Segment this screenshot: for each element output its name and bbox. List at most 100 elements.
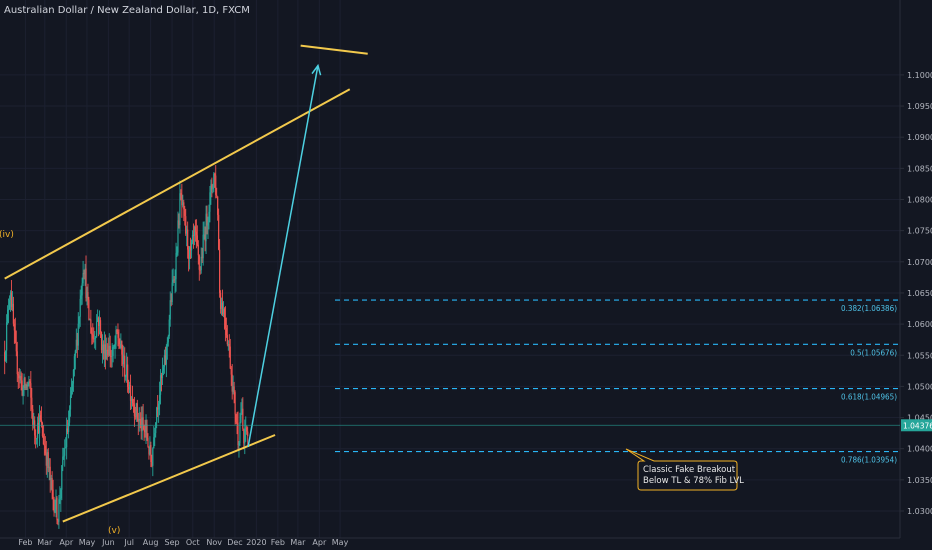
- candle-body: [69, 395, 72, 410]
- y-axis[interactable]: 1.03000 1.03500 1.04000 1.04500 1.05000 1.055…: [0, 0, 932, 538]
- candle-body: [209, 192, 211, 212]
- fib-level-label: 0.618(1.04965): [841, 393, 897, 402]
- candle-body: [17, 374, 19, 376]
- candle-body: [215, 175, 217, 195]
- candle-body: [26, 384, 28, 387]
- candle-body: [100, 332, 103, 351]
- candle-body: [167, 336, 169, 343]
- candle-body: [123, 355, 125, 365]
- y-tick-label: 1.03000: [907, 507, 932, 516]
- candle-body: [136, 403, 138, 419]
- x-tick-label: Oct: [186, 538, 200, 547]
- candle-body: [129, 385, 132, 401]
- candle-body: [170, 300, 172, 303]
- trendline-top-right-line[interactable]: [300, 44, 368, 55]
- candle-body: [134, 416, 136, 418]
- candle-body: [68, 409, 71, 423]
- candle-body: [220, 302, 223, 309]
- candle-body: [105, 349, 107, 360]
- x-tick-label: Mar: [290, 538, 306, 547]
- candle-body: [247, 431, 249, 437]
- candle-body: [189, 246, 192, 251]
- candle-body: [77, 323, 79, 346]
- candle-body: [29, 381, 31, 384]
- trendline-upper-channel[interactable]: [4, 88, 351, 280]
- candle-body: [98, 320, 101, 326]
- candle-body: [201, 256, 203, 259]
- candle-body: [30, 383, 32, 398]
- candle-body: [241, 408, 243, 415]
- candle-body: [83, 272, 85, 275]
- candle-body: [15, 342, 17, 352]
- candle-body: [194, 226, 197, 232]
- candle-body: [35, 435, 37, 439]
- candle-body: [218, 214, 220, 250]
- candle-body: [162, 367, 165, 371]
- candle-body: [85, 268, 87, 299]
- candle-body: [91, 333, 93, 335]
- candle-body: [222, 308, 225, 315]
- x-tick-label: Jul: [123, 538, 134, 547]
- candle-body: [146, 424, 148, 438]
- candle-body: [86, 292, 88, 299]
- candle-body: [135, 403, 137, 417]
- fib-level-label: 0.786(1.03954): [841, 456, 897, 465]
- candle-body: [23, 378, 25, 388]
- candle-body: [115, 329, 117, 345]
- candle-body: [19, 375, 21, 379]
- candle-body: [219, 292, 222, 309]
- candle-body: [208, 211, 210, 223]
- candle-body: [96, 321, 98, 337]
- candle-body: [234, 392, 236, 415]
- projection-arrow-shaft[interactable]: [247, 65, 319, 447]
- candle-body: [70, 390, 73, 396]
- y-tick-label: 1.08000: [907, 196, 932, 205]
- candle-body: [49, 466, 51, 480]
- candle-body: [204, 234, 206, 242]
- candle-body: [155, 422, 157, 434]
- candle-body: [93, 338, 95, 340]
- candle-body: [230, 368, 232, 375]
- candle-body: [11, 303, 14, 307]
- candle-body: [111, 355, 113, 357]
- candle-body: [59, 498, 61, 500]
- candle-body: [120, 341, 122, 348]
- candle-body: [61, 465, 63, 490]
- fib-retracement[interactable]: 0.382(1.06386) 0.5(1.05676) 0.618(1.04965)…: [335, 299, 898, 465]
- candle-body: [147, 437, 149, 447]
- candle-body: [231, 374, 233, 392]
- candle-body: [22, 387, 24, 396]
- projection-arrow[interactable]: [247, 63, 322, 447]
- trendlines-layer[interactable]: [4, 44, 368, 523]
- candle-body: [32, 409, 34, 425]
- candle-body: [206, 213, 208, 226]
- candle-body: [154, 433, 156, 438]
- candle-body: [130, 398, 133, 401]
- candle-body: [75, 339, 77, 351]
- trendline-lower-channel[interactable]: [62, 434, 276, 523]
- candle-body: [238, 443, 240, 446]
- candle-body: [14, 330, 16, 343]
- y-tick-label: 1.05500: [907, 351, 932, 360]
- candle-body: [13, 323, 15, 331]
- candle-body: [99, 320, 102, 333]
- candle-body: [6, 322, 8, 351]
- candle-body: [191, 235, 194, 243]
- candle-body: [164, 355, 166, 365]
- candle-body: [88, 299, 90, 320]
- candle-body: [114, 344, 116, 347]
- candle-body: [63, 455, 65, 457]
- x-tick-label: May: [79, 538, 96, 547]
- candle-body: [197, 244, 199, 256]
- candle-body: [54, 509, 56, 513]
- candle-body: [236, 421, 238, 423]
- candle-body: [139, 419, 141, 420]
- candle-body: [43, 444, 45, 446]
- x-axis[interactable]: Feb Mar Apr May Jun Jul Aug Sep Oct Nov Dec 2020 Feb…: [0, 537, 900, 547]
- candle-body: [74, 350, 76, 357]
- candle-body: [211, 184, 213, 190]
- x-tick-label: Mar: [37, 538, 53, 547]
